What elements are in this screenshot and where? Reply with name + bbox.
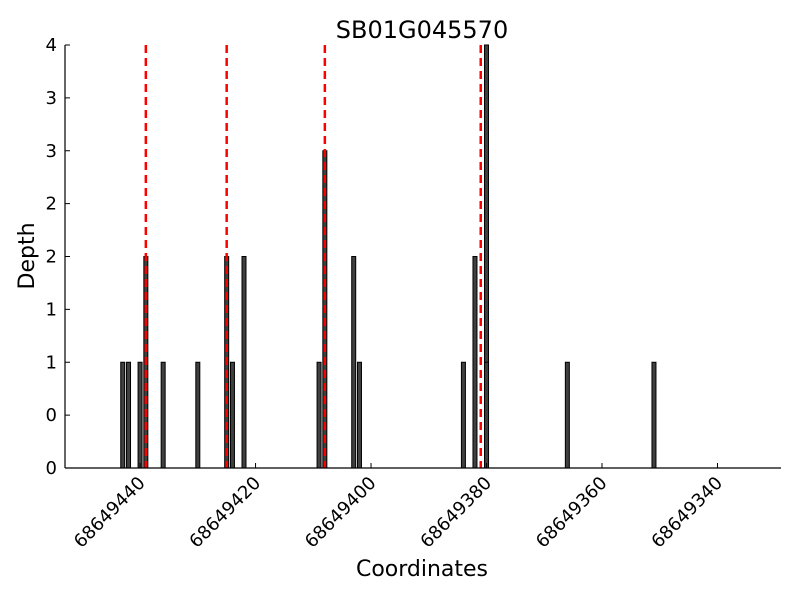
x-tick-label: 68649380 xyxy=(416,473,496,553)
y-tick-label: 0 xyxy=(46,405,57,426)
y-tick-label: 0 xyxy=(46,458,57,479)
x-axis-label: Coordinates xyxy=(356,557,488,582)
y-tick-label: 2 xyxy=(46,194,57,215)
axes-layer xyxy=(64,45,781,469)
x-tick-label: 68649360 xyxy=(532,473,612,553)
markers-layer xyxy=(144,45,482,468)
bar xyxy=(241,256,247,469)
bar xyxy=(484,361,490,469)
bar xyxy=(356,361,362,469)
x-ticks: 68649440 68649420 68649400 68649380 68649360… xyxy=(70,463,727,552)
y-tick-label: 1 xyxy=(46,352,57,373)
bar xyxy=(651,361,657,469)
bar xyxy=(316,361,322,469)
bars-layer xyxy=(120,44,657,469)
bar xyxy=(126,361,132,469)
x-tick-label: 68649340 xyxy=(647,473,727,553)
bar xyxy=(137,361,143,469)
bar xyxy=(564,361,570,469)
y-tick-label: 3 xyxy=(46,141,57,162)
bar xyxy=(195,361,201,469)
bar xyxy=(120,361,126,469)
chart-title: SB01G045570 xyxy=(336,16,508,44)
bar xyxy=(160,361,166,469)
bar xyxy=(229,361,235,469)
bar xyxy=(472,256,478,469)
x-tick-label: 68649440 xyxy=(70,473,150,553)
y-tick-label: 2 xyxy=(46,247,57,268)
y-ticks: 0 0 1 1 2 2 3 3 4 xyxy=(46,35,70,479)
x-tick-label: 68649420 xyxy=(185,473,265,553)
bar xyxy=(351,256,357,469)
bar xyxy=(460,361,466,469)
y-tick-label: 3 xyxy=(46,88,57,109)
y-tick-label: 4 xyxy=(46,35,57,56)
y-tick-label: 1 xyxy=(46,299,57,320)
y-axis-label: Depth xyxy=(15,222,40,289)
x-tick-label: 68649400 xyxy=(301,473,381,553)
